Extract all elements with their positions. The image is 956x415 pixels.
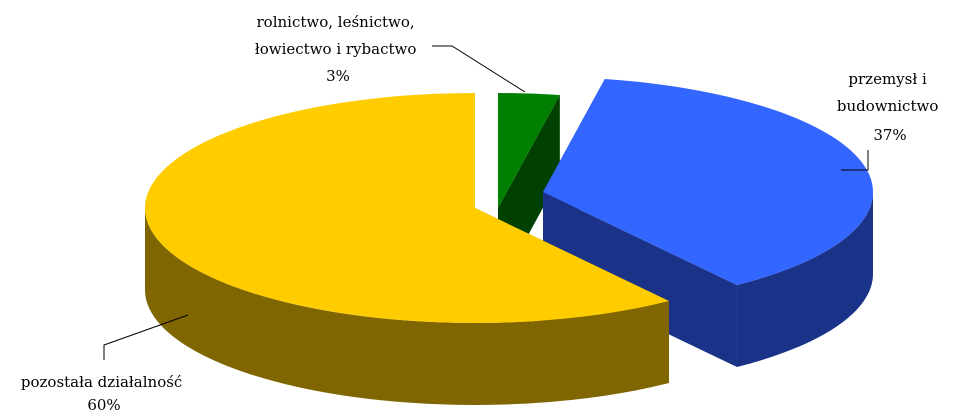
side-wall-industry-1 [543, 192, 737, 368]
slice-top-industry [543, 79, 873, 286]
slice-side-industry [736, 192, 873, 368]
leader-line-industry [841, 150, 869, 171]
slice-top-agriculture [498, 93, 560, 208]
slice-side-other [145, 208, 669, 405]
leader-line-other [103, 314, 189, 360]
label-other: pozostała działalność 60% [21, 373, 187, 414]
label-agriculture: rolnictwo, leśnictwo, łowiectwo i rybact… [255, 13, 421, 85]
leader-lines [103, 45, 869, 360]
label-industry: przemysł i budownictwo 37% [837, 70, 943, 144]
slice-top-other [144, 93, 669, 323]
pie-tops [144, 79, 873, 323]
leader-line-agriculture [432, 45, 526, 93]
